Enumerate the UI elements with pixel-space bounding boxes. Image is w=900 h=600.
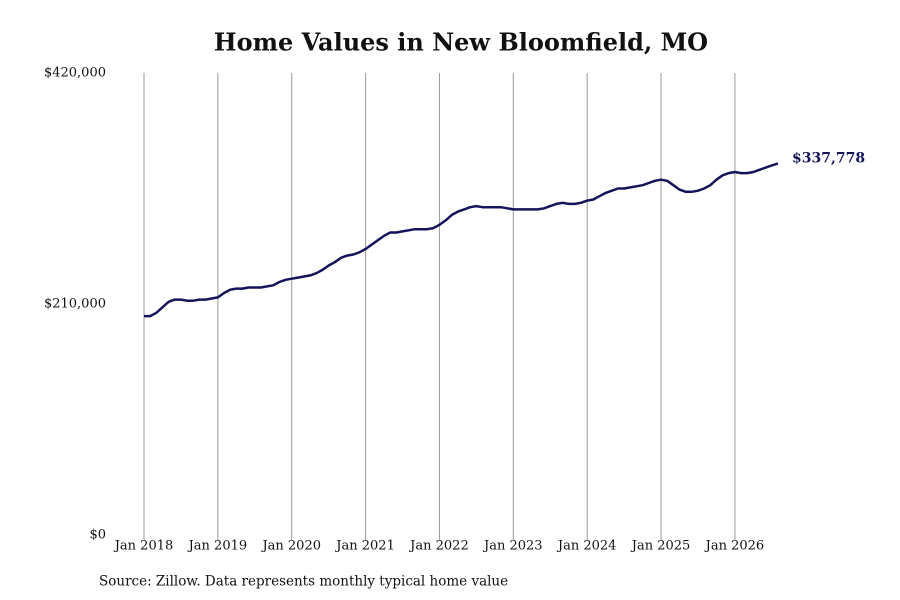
y-tick-label: $210,000 [44, 297, 106, 312]
x-tick-label: Jan 2020 [260, 539, 321, 554]
x-tick-label: Jan 2018 [113, 539, 174, 554]
y-tick-label: $0 [89, 528, 106, 543]
x-tick-label: Jan 2021 [334, 539, 395, 554]
value-label: $337,778 [792, 150, 865, 166]
x-tick-label: Jan 2025 [630, 539, 691, 554]
x-tick-label: Jan 2019 [187, 539, 248, 554]
x-tick-label: Jan 2022 [408, 539, 469, 554]
x-tick-label: Jan 2024 [556, 539, 617, 554]
x-tick-label: Jan 2026 [704, 539, 765, 554]
y-tick-label: $420,000 [44, 66, 106, 81]
line [144, 162, 779, 318]
source-note: Source: Zillow. Data represents monthly … [99, 574, 508, 590]
chart-title: Home Values in New Bloomfield, MO [214, 28, 708, 57]
x-tick-label: Jan 2023 [482, 539, 543, 554]
